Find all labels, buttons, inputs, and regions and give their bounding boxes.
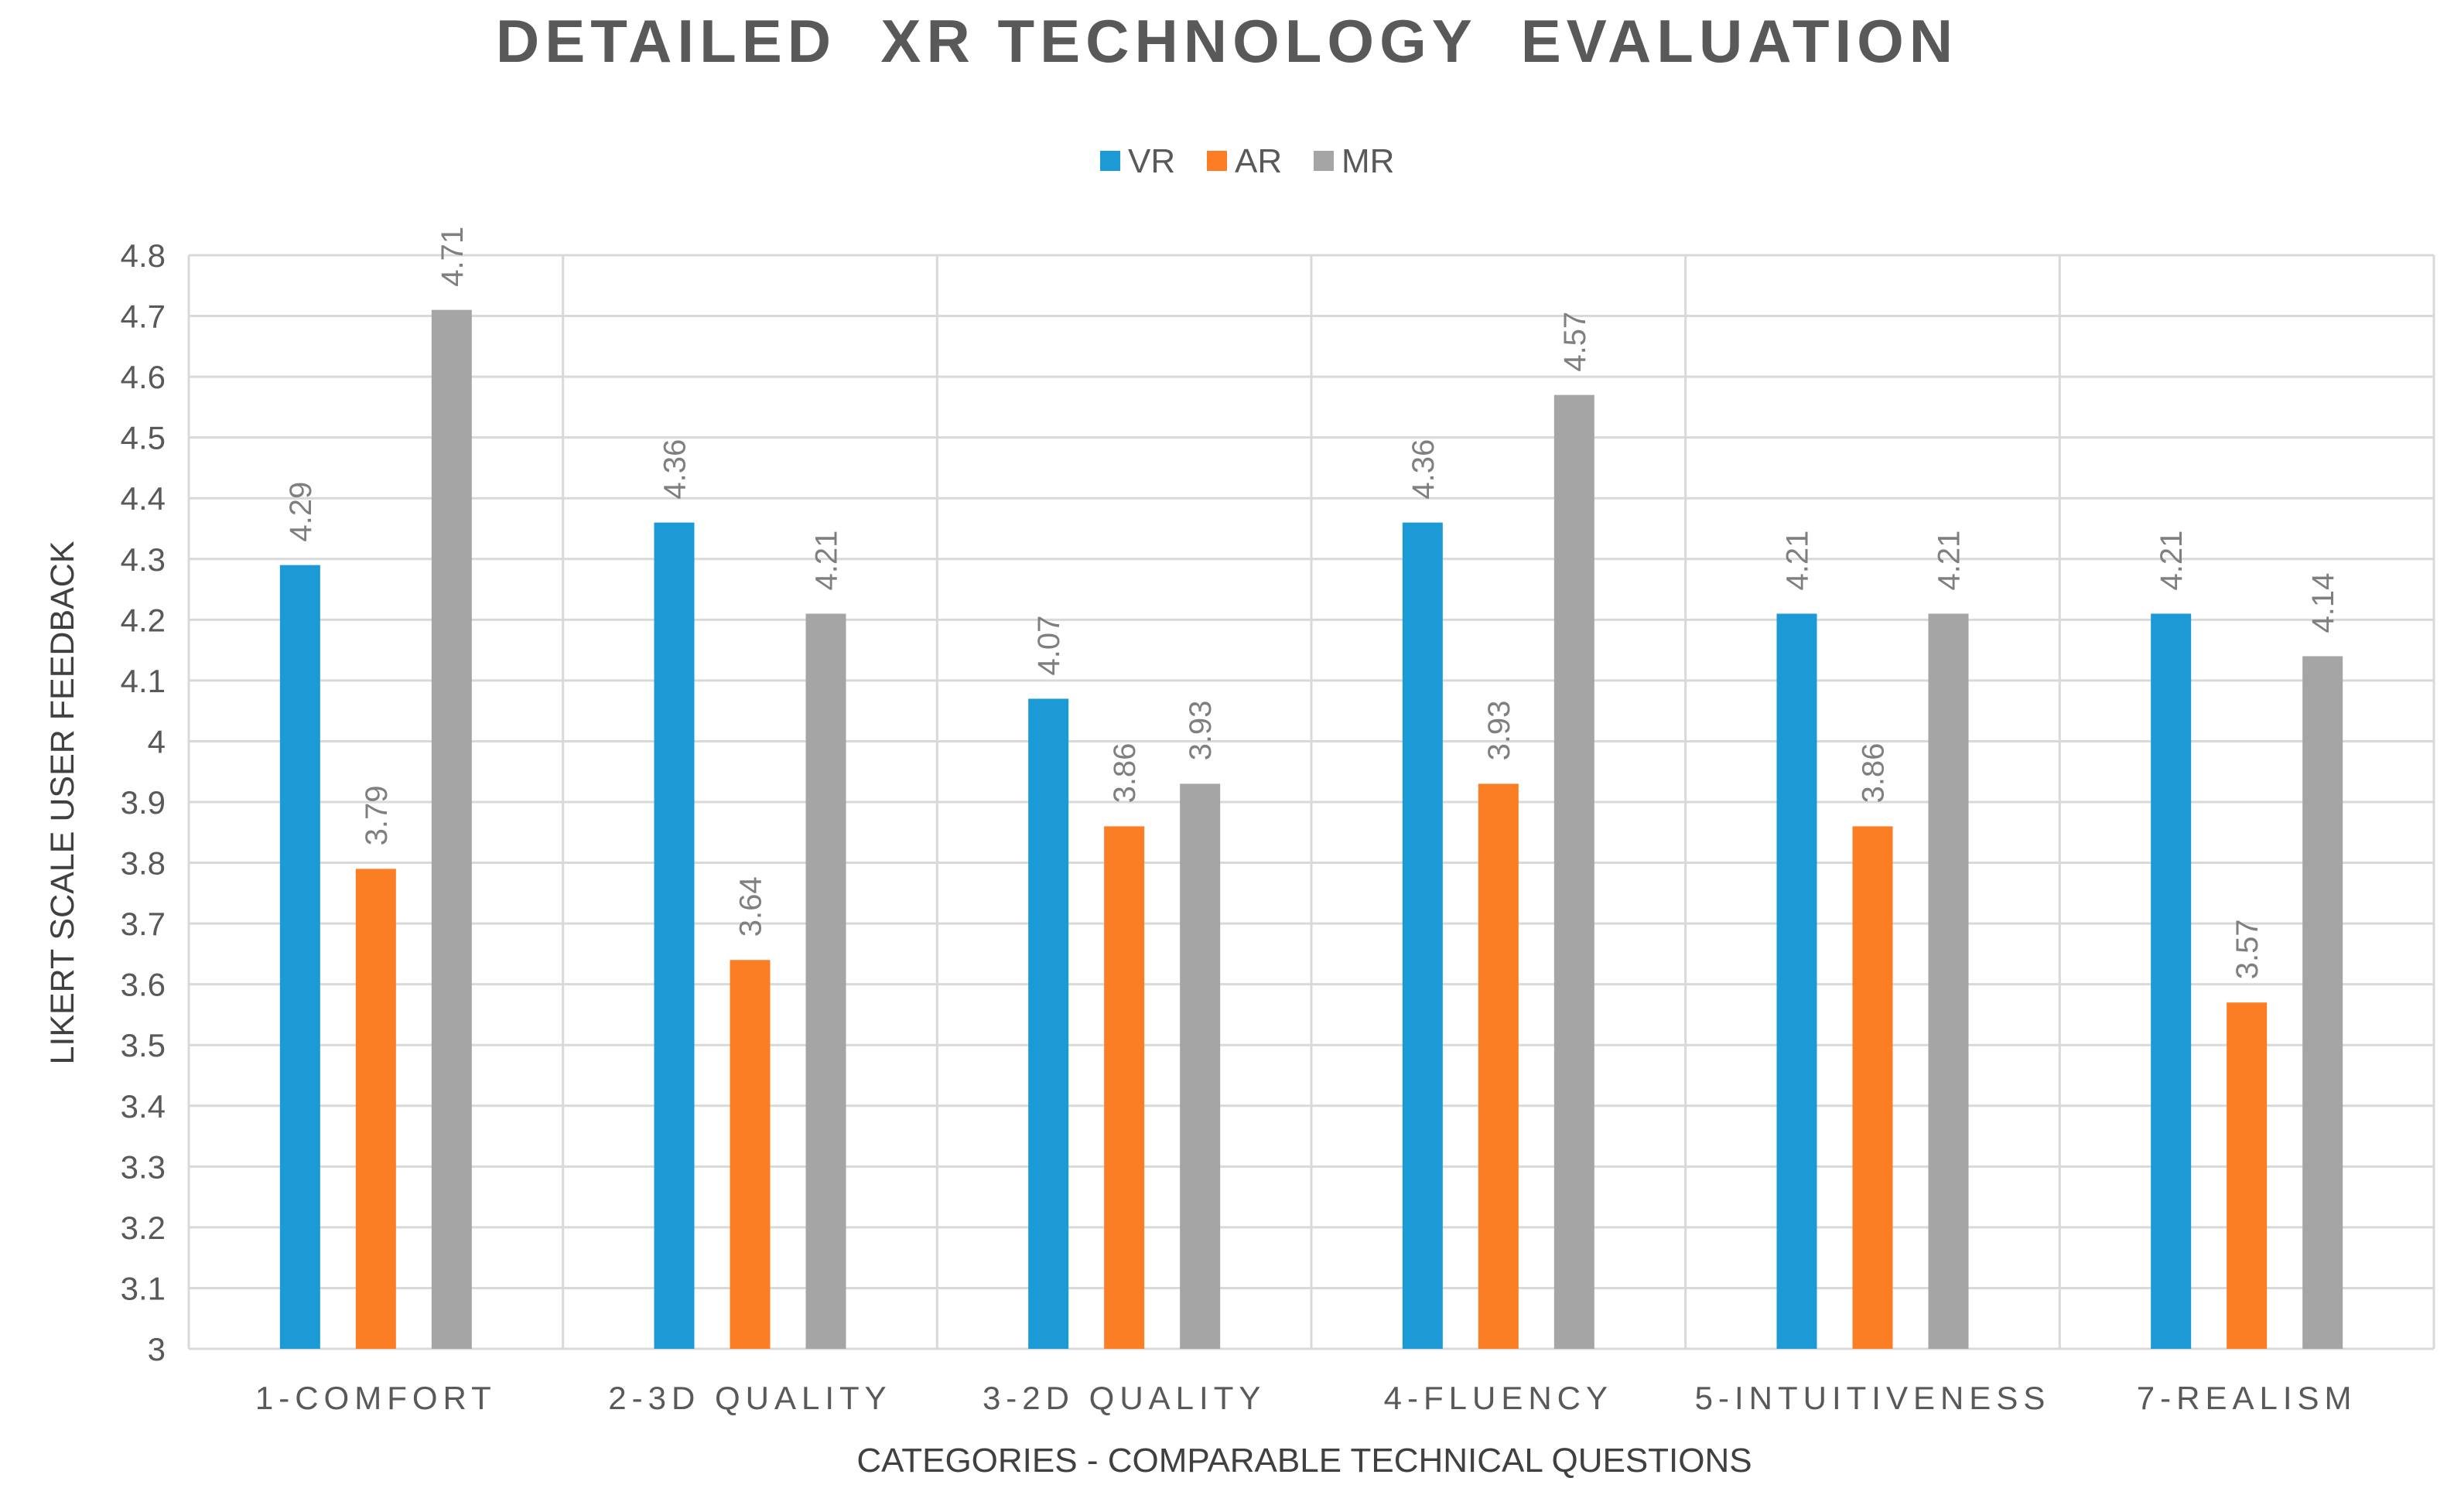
y-tick-label: 3 xyxy=(148,1331,166,1367)
bar-vr xyxy=(1028,698,1069,1349)
legend-label-ar: AR xyxy=(1235,142,1282,180)
data-label: 3.86 xyxy=(1857,743,1891,804)
x-tick-label: 5-INTUITIVENESS xyxy=(1695,1380,2051,1416)
y-tick-label: 4.2 xyxy=(121,602,166,638)
y-tick-label: 4.3 xyxy=(121,541,166,578)
y-tick-label: 4.5 xyxy=(121,420,166,456)
y-axis-ticks: 3 3.1 3.2 3.3 3.4 3.5 3.6 3.7 3.8 3.9 4 4.1 4.2 4.3 4.… xyxy=(121,237,166,1367)
bar-ar xyxy=(1478,783,1519,1349)
data-label: 4.29 xyxy=(284,482,318,542)
x-axis-ticks: 1-COMFORT 2-3D QUALITY 3-2D QUALITY 4-FLUEN… xyxy=(255,1380,2357,1416)
x-tick-label: 1-COMFORT xyxy=(255,1380,497,1416)
data-label: 4.14 xyxy=(2306,573,2340,633)
y-tick-label: 4.1 xyxy=(121,663,166,699)
bar-vr xyxy=(1776,613,1817,1349)
bar-ar xyxy=(2227,1002,2268,1349)
y-tick-label: 3.8 xyxy=(121,845,166,882)
bar-ar xyxy=(355,869,396,1349)
x-tick-label: 4-FLUENCY xyxy=(1384,1380,1613,1416)
legend-label-vr: VR xyxy=(1128,142,1175,180)
bar-mr xyxy=(431,309,472,1350)
x-tick-label: 7-REALISM xyxy=(2137,1380,2357,1416)
y-tick-label: 3.4 xyxy=(121,1088,166,1125)
y-tick-label: 4 xyxy=(148,723,166,759)
bars xyxy=(279,309,2343,1350)
data-label: 4.36 xyxy=(1406,439,1441,500)
y-tick-label: 3.6 xyxy=(121,967,166,1003)
y-tick-label: 3.7 xyxy=(121,906,166,942)
legend: VR AR MR xyxy=(1100,142,1394,180)
bar-ar xyxy=(730,960,771,1349)
x-axis-label: CATEGORIES - COMPARABLE TECHNICAL QUESTI… xyxy=(856,1442,1752,1480)
data-label: 3.93 xyxy=(1482,701,1516,761)
gridlines xyxy=(187,254,2435,1350)
y-tick-label: 3.1 xyxy=(121,1270,166,1306)
y-tick-label: 4.4 xyxy=(121,480,166,517)
data-label: 4.21 xyxy=(1781,531,1815,591)
bar-mr xyxy=(1928,613,1969,1349)
data-label: 3.93 xyxy=(1184,701,1218,761)
bar-ar xyxy=(1104,826,1145,1349)
legend-swatch-mr xyxy=(1314,151,1334,171)
y-tick-label: 3.5 xyxy=(121,1027,166,1063)
bar-vr xyxy=(654,522,695,1349)
y-axis-label: LIKERT SCALE USER FEEDBACK xyxy=(44,541,81,1064)
x-tick-label: 2-3D QUALITY xyxy=(608,1380,891,1416)
y-tick-label: 3.9 xyxy=(121,784,166,821)
bar-mr xyxy=(1553,394,1594,1350)
y-tick-label: 4.7 xyxy=(121,299,166,335)
legend-swatch-vr xyxy=(1100,151,1120,171)
data-labels: 4.29 3.79 4.71 4.36 3.64 4.21 4.07 3.86 3.93 4.36… xyxy=(284,227,2340,979)
bar-ar xyxy=(1852,826,1893,1349)
data-label: 3.79 xyxy=(360,786,394,846)
y-tick-label: 4.8 xyxy=(121,237,166,274)
bar-mr xyxy=(2302,656,2343,1349)
data-label: 4.36 xyxy=(658,439,692,500)
data-label: 4.21 xyxy=(1933,531,1967,591)
y-tick-label: 4.6 xyxy=(121,359,166,395)
data-label: 4.71 xyxy=(436,227,470,287)
data-label: 4.21 xyxy=(2155,531,2189,591)
x-tick-label: 3-2D QUALITY xyxy=(983,1380,1266,1416)
bar-vr xyxy=(279,565,320,1349)
legend-swatch-ar xyxy=(1207,151,1227,171)
chart-title: DETAILED XR TECHNOLOGY EVALUATION xyxy=(496,7,1958,75)
data-label: 4.21 xyxy=(810,531,844,591)
bar-mr xyxy=(805,613,846,1349)
data-label: 3.57 xyxy=(2230,919,2264,979)
data-label: 3.64 xyxy=(734,876,768,937)
bar-vr xyxy=(2151,613,2192,1349)
y-tick-label: 3.3 xyxy=(121,1149,166,1185)
data-label: 4.57 xyxy=(1558,312,1592,372)
y-tick-label: 3.2 xyxy=(121,1210,166,1246)
legend-label-mr: MR xyxy=(1341,142,1394,180)
bar-mr xyxy=(1180,783,1221,1349)
data-label: 3.86 xyxy=(1108,743,1142,804)
data-label: 4.07 xyxy=(1032,616,1066,676)
bar-vr xyxy=(1402,522,1443,1349)
